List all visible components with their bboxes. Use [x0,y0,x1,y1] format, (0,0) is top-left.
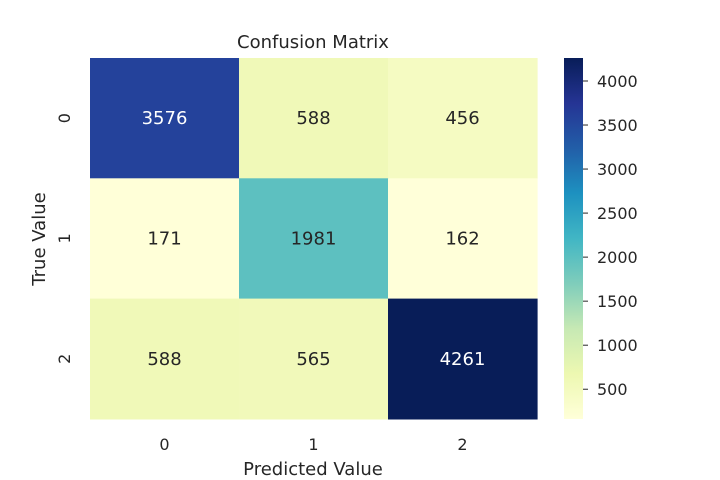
y-axis-ticks: 0 1 2 [55,113,74,364]
cell-value-label: 565 [296,349,330,370]
colorbar-tick-label: 3500 [597,116,638,135]
x-tick-label: 0 [159,435,169,454]
heatmap-cell [90,298,240,420]
x-tick-label: 1 [308,435,318,454]
cell-value-label: 162 [445,228,479,249]
cell-value-label: 588 [147,349,181,370]
colorbar-tick-label: 1500 [597,292,638,311]
colorbar-tick-label: 3000 [597,160,638,179]
x-tick-label: 2 [457,435,467,454]
colorbar-tick-label: 4000 [597,72,638,91]
heatmap-cell [90,178,240,300]
cell-value-label: 588 [296,108,330,129]
heatmap-cell [388,298,538,420]
cell-value-label: 1981 [291,228,337,249]
cell-value-label: 4261 [440,349,486,370]
cell-value-label: 3576 [142,108,188,129]
heatmap-cells: 3576 588 456 171 1981 162 588 565 4261 [90,58,538,420]
heatmap-cell [239,298,389,420]
heatmap-cell [90,58,240,179]
colorbar: 500 1000 1500 2000 2500 3000 3500 4000 [564,58,638,419]
y-axis-label: True Value [29,192,50,286]
heatmap-cell [388,178,538,300]
y-tick-label: 1 [55,233,74,243]
colorbar-tick-label: 2000 [597,248,638,267]
y-tick-label: 2 [55,354,74,364]
chart-title: Confusion Matrix [237,32,389,53]
heatmap-cell [239,58,389,179]
colorbar-tick-label: 1000 [597,336,638,355]
colorbar-tick-label: 500 [597,380,628,399]
colorbar-tick-label: 2500 [597,204,638,223]
heatmap-cell [388,58,538,179]
x-axis-label: Predicted Value [243,459,383,480]
heatmap-cell [239,178,389,300]
cell-value-label: 456 [445,108,479,129]
cell-value-label: 171 [147,228,181,249]
y-tick-label: 0 [55,113,74,123]
x-axis-ticks: 0 1 2 [159,435,467,454]
colorbar-gradient [564,58,583,419]
